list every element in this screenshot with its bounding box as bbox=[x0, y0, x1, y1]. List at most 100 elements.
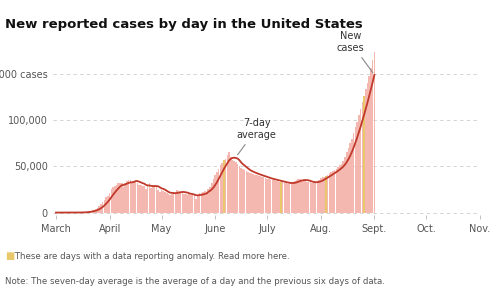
Bar bbox=[290, 183, 292, 213]
Bar bbox=[102, 202, 104, 213]
Bar bbox=[185, 194, 186, 213]
Bar bbox=[306, 181, 308, 213]
Bar bbox=[159, 192, 160, 213]
Bar bbox=[94, 210, 95, 213]
Bar bbox=[261, 177, 262, 213]
Bar bbox=[152, 186, 154, 213]
Bar bbox=[197, 194, 198, 213]
Bar bbox=[274, 180, 275, 213]
Bar bbox=[110, 189, 112, 213]
Bar bbox=[238, 166, 240, 213]
Bar bbox=[118, 183, 119, 213]
Bar bbox=[358, 115, 360, 213]
Bar bbox=[174, 192, 176, 213]
Bar bbox=[83, 212, 84, 213]
Bar bbox=[364, 96, 365, 213]
Bar bbox=[182, 193, 183, 213]
Bar bbox=[252, 174, 254, 213]
Text: Note: The seven-day average is the average of a day and the previous six days of: Note: The seven-day average is the avera… bbox=[5, 277, 385, 286]
Bar bbox=[372, 60, 374, 213]
Bar bbox=[353, 133, 354, 213]
Bar bbox=[180, 192, 182, 213]
Bar bbox=[140, 185, 141, 213]
Bar bbox=[133, 181, 134, 213]
Bar bbox=[206, 192, 208, 213]
Bar bbox=[90, 211, 92, 213]
Bar bbox=[162, 191, 164, 213]
Bar bbox=[280, 182, 281, 213]
Bar bbox=[332, 171, 334, 213]
Bar bbox=[188, 194, 190, 213]
Bar bbox=[95, 209, 96, 213]
Bar bbox=[226, 155, 228, 213]
Bar bbox=[100, 204, 102, 213]
Text: ■: ■ bbox=[5, 251, 14, 261]
Bar bbox=[156, 187, 157, 213]
Bar bbox=[246, 171, 247, 213]
Bar bbox=[216, 172, 218, 213]
Bar bbox=[342, 161, 344, 213]
Bar bbox=[313, 183, 314, 213]
Bar bbox=[109, 193, 110, 213]
Bar bbox=[88, 212, 90, 213]
Bar bbox=[228, 153, 230, 213]
Bar bbox=[324, 177, 325, 213]
Bar bbox=[196, 199, 197, 213]
Bar bbox=[190, 194, 192, 213]
Bar bbox=[244, 170, 246, 213]
Bar bbox=[222, 163, 223, 213]
Bar bbox=[132, 182, 133, 213]
Bar bbox=[270, 180, 272, 213]
Bar bbox=[256, 175, 258, 213]
Bar bbox=[350, 143, 351, 213]
Bar bbox=[178, 191, 180, 213]
Bar bbox=[164, 192, 166, 213]
Bar bbox=[327, 175, 328, 213]
Bar bbox=[362, 102, 363, 213]
Bar bbox=[275, 181, 276, 213]
Bar bbox=[374, 53, 375, 213]
Bar bbox=[312, 183, 313, 213]
Bar bbox=[186, 194, 188, 213]
Bar bbox=[278, 181, 280, 213]
Bar bbox=[272, 180, 273, 213]
Bar bbox=[276, 181, 278, 213]
Bar bbox=[325, 176, 326, 213]
Bar bbox=[360, 109, 362, 213]
Bar bbox=[135, 181, 136, 213]
Bar bbox=[114, 186, 116, 213]
Bar bbox=[144, 186, 145, 213]
Bar bbox=[344, 157, 346, 213]
Bar bbox=[209, 187, 211, 213]
Bar bbox=[184, 194, 185, 213]
Bar bbox=[128, 180, 130, 213]
Bar bbox=[298, 179, 299, 213]
Bar bbox=[212, 179, 214, 213]
Bar bbox=[260, 176, 261, 213]
Bar bbox=[289, 183, 290, 213]
Bar bbox=[338, 167, 339, 213]
Text: These are days with a data reporting anomaly. Read more here.: These are days with a data reporting ano… bbox=[12, 252, 290, 261]
Bar bbox=[302, 180, 304, 213]
Bar bbox=[336, 169, 337, 213]
Bar bbox=[173, 192, 174, 213]
Bar bbox=[86, 212, 88, 213]
Bar bbox=[211, 183, 212, 213]
Bar bbox=[230, 157, 232, 213]
Bar bbox=[122, 187, 124, 213]
Bar bbox=[150, 188, 152, 213]
Bar bbox=[194, 195, 195, 213]
Bar bbox=[147, 185, 148, 213]
Bar bbox=[242, 169, 244, 213]
Bar bbox=[248, 172, 249, 213]
Bar bbox=[218, 169, 220, 213]
Bar bbox=[199, 193, 200, 213]
Bar bbox=[214, 175, 216, 213]
Bar bbox=[366, 83, 368, 213]
Bar bbox=[320, 178, 322, 213]
Bar bbox=[145, 189, 146, 213]
Bar bbox=[208, 189, 209, 213]
Bar bbox=[251, 173, 252, 213]
Text: New
cases: New cases bbox=[336, 31, 373, 73]
Bar bbox=[202, 192, 204, 213]
